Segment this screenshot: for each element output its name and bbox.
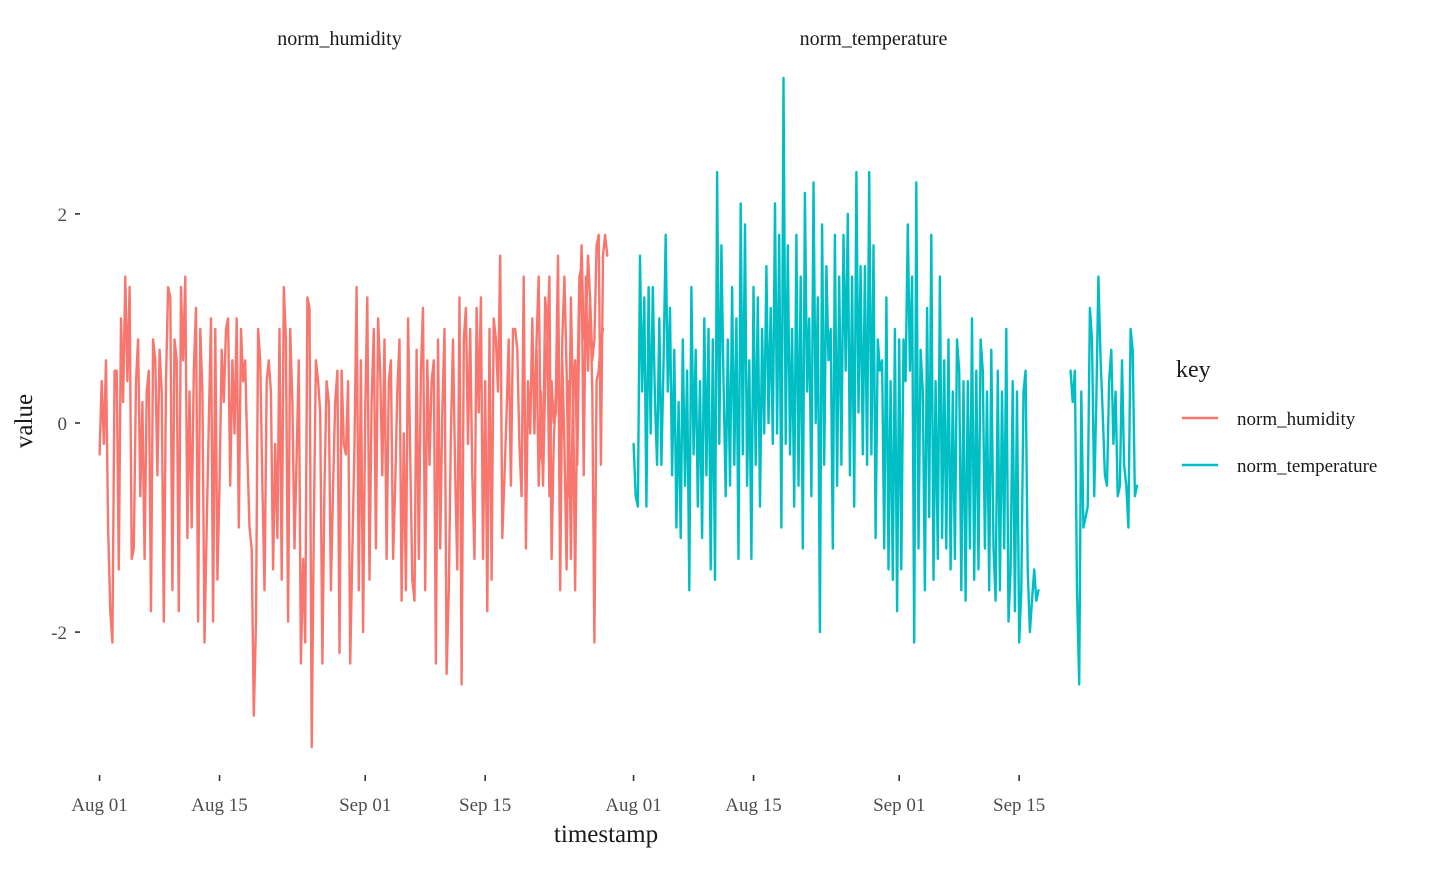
x-tick-label: Aug 15 — [725, 795, 781, 816]
legend: key norm_humidity norm_temperature — [1176, 357, 1377, 477]
facet-title-norm-humidity: norm_humidity — [277, 28, 401, 50]
y-axis-title: value — [11, 394, 38, 448]
y-tick-label: -2 — [51, 623, 67, 644]
y-tick-label: 2 — [58, 205, 68, 226]
series-line-norm-temperature-segment-2 — [1069, 275, 1139, 686]
series-line-norm-humidity-segment-2 — [535, 233, 609, 561]
facet-title-norm-temperature: norm_temperature — [800, 28, 948, 50]
y-tick-label: 0 — [58, 414, 68, 435]
x-axis-title: timestamp — [554, 821, 658, 848]
x-tick-label: Aug 15 — [191, 795, 247, 816]
series-line-norm-humidity-segment-1 — [98, 254, 605, 749]
x-tick-label: Sep 01 — [873, 795, 925, 816]
x-tick-label: Sep 15 — [459, 795, 511, 816]
x-tick-label: Aug 01 — [605, 795, 661, 816]
series-line-norm-temperature-segment-1 — [632, 76, 1040, 644]
x-tick-label: Sep 15 — [993, 795, 1045, 816]
legend-title: key — [1176, 357, 1211, 383]
legend-label-norm-temperature: norm_temperature — [1237, 456, 1377, 477]
x-tick-label: Sep 01 — [339, 795, 391, 816]
plot-layer: 2 0 -2 norm_humidity Aug 01 Aug 15 Sep 01 Sep 1… — [51, 28, 1139, 816]
x-tick-label: Aug 01 — [71, 795, 127, 816]
legend-label-norm-humidity: norm_humidity — [1237, 409, 1356, 430]
